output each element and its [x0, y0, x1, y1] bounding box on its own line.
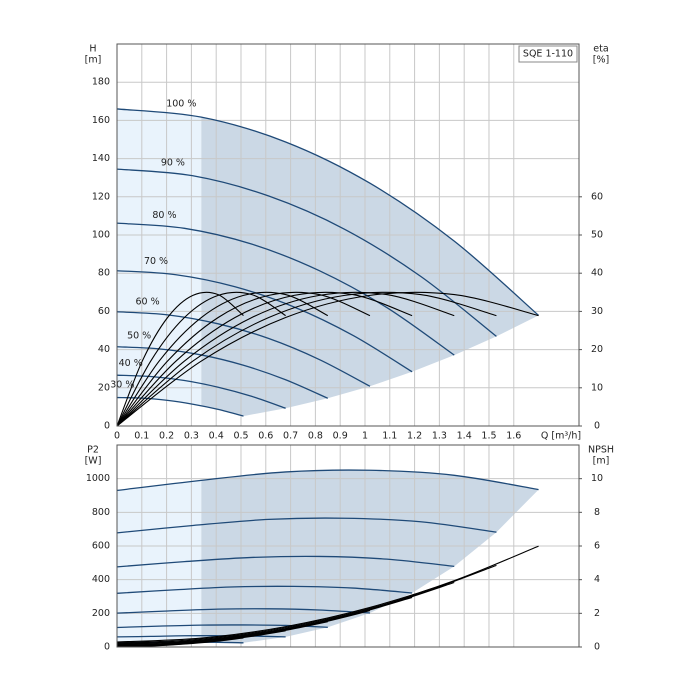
- y-tick-label: 600: [92, 541, 110, 552]
- y2-tick-label: 60: [591, 191, 603, 202]
- y-tick-label: 160: [92, 115, 110, 126]
- y2-axis-unit: [m]: [593, 456, 610, 467]
- curve-label: 80 %: [152, 210, 176, 221]
- secondary-curve: [116, 291, 286, 427]
- x-tick-label: 0: [114, 431, 120, 442]
- y-tick-label: 0: [104, 421, 110, 432]
- secondary-curve: [116, 291, 539, 427]
- y-tick-label: 800: [92, 507, 110, 518]
- primary-curve: [116, 346, 329, 399]
- x-tick-label: 0.7: [283, 431, 298, 442]
- secondary-curve: [116, 291, 413, 427]
- y-axis-unit: [m]: [85, 55, 102, 66]
- plot-frame: [116, 444, 580, 648]
- curve-label: 90 %: [161, 157, 185, 168]
- primary-curve: [116, 608, 370, 614]
- primary-curve: [116, 168, 497, 337]
- y2-tick-label: 10: [591, 473, 603, 484]
- secondary-curve: [116, 564, 497, 644]
- y2-tick-label: 30: [591, 306, 603, 317]
- secondary-curve: [116, 291, 329, 427]
- x-tick-label: 1.3: [432, 431, 447, 442]
- y2-tick-label: 0: [594, 642, 600, 653]
- y-tick-label: 180: [92, 77, 110, 88]
- y-tick-label: 0: [104, 642, 110, 653]
- y-tick-label: 400: [92, 574, 110, 585]
- y-tick-label: 1000: [86, 473, 110, 484]
- primary-curve: [116, 222, 455, 356]
- operating-range: [201, 470, 539, 643]
- x-tick-label: 1.4: [457, 431, 472, 442]
- curve-label: 70 %: [144, 256, 168, 267]
- operating-range: [201, 117, 539, 417]
- x-tick-label: 0.8: [308, 431, 323, 442]
- x-tick-label: 0.9: [333, 431, 348, 442]
- x-tick-label: 0.3: [184, 431, 199, 442]
- product-label: SQE 1-110: [523, 49, 573, 60]
- primary-curve: [116, 311, 371, 387]
- y-tick-label: 20: [98, 382, 110, 393]
- x-tick-label: 1: [362, 431, 368, 442]
- y2-tick-label: 50: [591, 230, 603, 241]
- y2-tick-label: 4: [594, 574, 600, 585]
- curve-label: 100 %: [166, 99, 196, 110]
- x-tick-label: 1.1: [382, 431, 397, 442]
- y-tick-label: 200: [92, 608, 110, 619]
- y2-tick-label: 8: [594, 507, 600, 518]
- y2-tick-label: 40: [591, 268, 603, 279]
- secondary-curve: [116, 291, 371, 427]
- x-axis-label: Q [m³/h]: [541, 431, 581, 442]
- y-tick-label: 140: [92, 153, 110, 164]
- y-tick-label: 40: [98, 344, 110, 355]
- y2-axis-unit: [%]: [593, 55, 609, 66]
- y2-tick-label: 0: [594, 421, 600, 432]
- primary-curve: [116, 270, 413, 373]
- primary-curve: [116, 585, 413, 594]
- operating-range-light: [117, 480, 202, 643]
- plot-frame: [116, 43, 580, 427]
- operating-range-light: [117, 108, 202, 406]
- secondary-curve: [116, 291, 244, 427]
- curve-label: 30 %: [110, 380, 134, 391]
- y2-tick-label: 10: [591, 382, 603, 393]
- curve-label: 60 %: [136, 296, 160, 307]
- y-axis-label: P2: [87, 445, 99, 456]
- y2-tick-label: 20: [591, 344, 603, 355]
- y2-axis-label: NPSH: [588, 445, 614, 456]
- secondary-curve: [116, 637, 244, 648]
- primary-curve: [116, 396, 244, 417]
- secondary-curve: [116, 545, 539, 643]
- y-axis-label: H: [89, 44, 96, 55]
- product-box: [518, 45, 578, 63]
- x-tick-label: 1.6: [506, 431, 521, 442]
- y-tick-label: 120: [92, 191, 110, 202]
- secondary-curve: [116, 291, 497, 427]
- curve-label: 50 %: [127, 330, 151, 341]
- secondary-curve: [116, 291, 455, 427]
- x-tick-label: 1.5: [481, 431, 496, 442]
- x-tick-label: 0.4: [209, 431, 224, 442]
- y-tick-label: 80: [98, 268, 110, 279]
- x-tick-label: 0.6: [258, 431, 273, 442]
- x-tick-label: 0.1: [134, 431, 149, 442]
- primary-curve: [116, 555, 455, 568]
- x-tick-label: 0.2: [159, 431, 174, 442]
- curve-label: 40 %: [119, 358, 143, 369]
- primary-curve: [116, 517, 497, 534]
- y2-tick-label: 6: [594, 541, 600, 552]
- x-tick-label: 1.2: [407, 431, 422, 442]
- primary-curve: [116, 108, 540, 316]
- y-axis-unit: [W]: [85, 456, 102, 467]
- y-tick-label: 100: [92, 230, 110, 241]
- primary-curve: [116, 469, 539, 492]
- y2-tick-label: 2: [594, 608, 600, 619]
- x-tick-label: 0.5: [233, 431, 248, 442]
- y2-axis-label: eta: [593, 44, 608, 55]
- y-tick-label: 60: [98, 306, 110, 317]
